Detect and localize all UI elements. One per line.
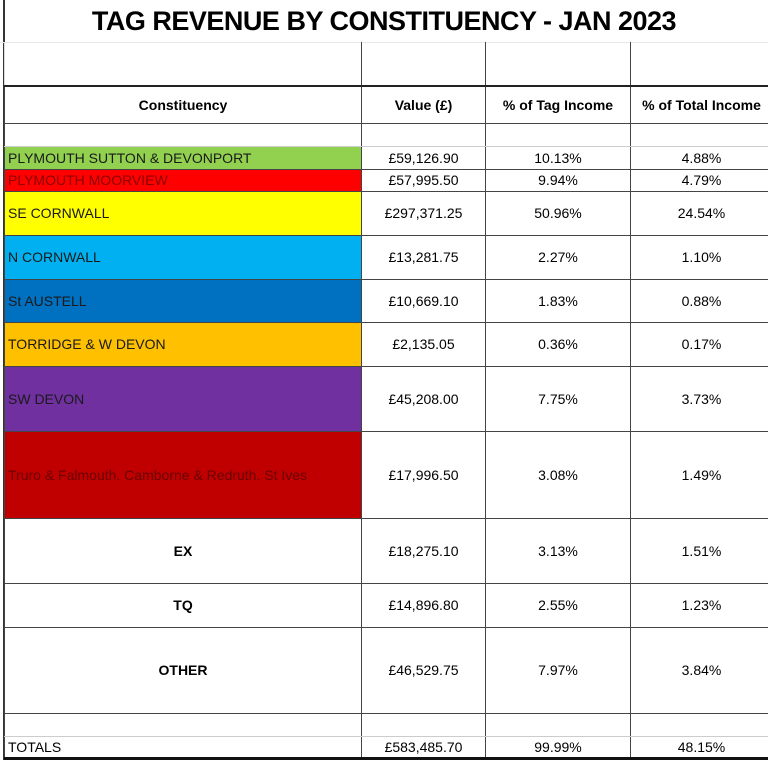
value-cell: £57,995.50 (361, 168, 486, 192)
page-title: TAG REVENUE BY CONSTITUENCY - JAN 2023 (0, 0, 768, 43)
constituency-cell: SW DEVON (4, 365, 362, 432)
table-row: N CORNWALL £13,281.75 2.27% 1.10% (4, 234, 768, 280)
header-constituency: Constituency (4, 85, 362, 124)
constituency-cell: TORRIDGE & W DEVON (4, 321, 362, 367)
total-pct-cell: 3.73% (630, 365, 768, 432)
cell (630, 42, 768, 87)
tag-pct-cell: 10.13% (485, 145, 631, 170)
value-cell: £59,126.90 (361, 145, 486, 170)
tag-pct-cell: 2.27% (485, 234, 631, 280)
table-row: SE CORNWALL £297,371.25 50.96% 24.54% (4, 190, 768, 236)
cell (485, 122, 631, 147)
blank-row (4, 42, 768, 87)
header-tag-income: % of Tag Income (485, 85, 631, 124)
value-cell: £46,529.75 (361, 626, 486, 714)
tag-pct-cell: 9.94% (485, 168, 631, 192)
tag-pct-cell: 3.08% (485, 430, 631, 519)
total-pct-cell: 1.49% (630, 430, 768, 519)
table-row: EX £18,275.10 3.13% 1.51% (4, 517, 768, 584)
value-cell: £17,996.50 (361, 430, 486, 519)
total-pct-cell: 1.51% (630, 517, 768, 584)
header-row: Constituency Value (£) % of Tag Income %… (4, 85, 768, 124)
header-total-income: % of Total Income (630, 85, 768, 124)
tag-pct-cell: 1.83% (485, 278, 631, 323)
value-cell: £45,208.00 (361, 365, 486, 432)
constituency-cell: PLYMOUTH MOORVIEW (4, 168, 362, 192)
table-row: OTHER £46,529.75 7.97% 3.84% (4, 626, 768, 714)
total-pct-cell: 4.88% (630, 145, 768, 170)
value-cell: £14,896.80 (361, 582, 486, 628)
value-cell: £2,135.05 (361, 321, 486, 367)
tag-pct-cell: 50.96% (485, 190, 631, 236)
constituency-cell: PLYMOUTH SUTTON & DEVONPORT (4, 145, 362, 170)
table-row: Truro & Falmouth. Camborne & Redruth. St… (4, 430, 768, 519)
total-pct-cell: 1.23% (630, 582, 768, 628)
cell (361, 712, 486, 737)
cell (361, 122, 486, 147)
total-pct-cell: 4.79% (630, 168, 768, 192)
constituency-cell: N CORNWALL (4, 234, 362, 280)
blank-row (4, 712, 768, 737)
constituency-cell: EX (4, 517, 362, 584)
table-row: PLYMOUTH MOORVIEW £57,995.50 9.94% 4.79% (4, 168, 768, 192)
constituency-cell: SE CORNWALL (4, 190, 362, 236)
total-pct-cell: 0.17% (630, 321, 768, 367)
cell (4, 712, 362, 737)
cell (485, 712, 631, 737)
tag-pct-cell: 3.13% (485, 517, 631, 584)
value-cell: £297,371.25 (361, 190, 486, 236)
blank-row (4, 122, 768, 147)
totals-value: £583,485.70 (361, 735, 486, 760)
total-pct-cell: 0.88% (630, 278, 768, 323)
totals-total-pct: 48.15% (630, 735, 768, 760)
value-cell: £10,669.10 (361, 278, 486, 323)
cell (485, 42, 631, 87)
header-value: Value (£) (361, 85, 486, 124)
cell (630, 712, 768, 737)
table-row: St AUSTELL £10,669.10 1.83% 0.88% (4, 278, 768, 323)
total-pct-cell: 3.84% (630, 626, 768, 714)
total-pct-cell: 24.54% (630, 190, 768, 236)
table-row: PLYMOUTH SUTTON & DEVONPORT £59,126.90 1… (4, 145, 768, 170)
tag-pct-cell: 7.75% (485, 365, 631, 432)
table-row: TQ £14,896.80 2.55% 1.23% (4, 582, 768, 628)
total-pct-cell: 1.10% (630, 234, 768, 280)
cell (630, 122, 768, 147)
cell (361, 42, 486, 87)
constituency-cell: Truro & Falmouth. Camborne & Redruth. St… (4, 430, 362, 519)
tag-pct-cell: 2.55% (485, 582, 631, 628)
totals-label: TOTALS (4, 735, 362, 760)
constituency-cell: OTHER (4, 626, 362, 714)
table-row: TORRIDGE & W DEVON £2,135.05 0.36% 0.17% (4, 321, 768, 367)
revenue-table: Constituency Value (£) % of Tag Income %… (4, 42, 768, 760)
table-row: SW DEVON £45,208.00 7.75% 3.73% (4, 365, 768, 432)
totals-row: TOTALS £583,485.70 99.99% 48.15% (4, 735, 768, 760)
tag-pct-cell: 0.36% (485, 321, 631, 367)
cell (4, 42, 362, 87)
constituency-cell: TQ (4, 582, 362, 628)
constituency-cell: St AUSTELL (4, 278, 362, 323)
tag-pct-cell: 7.97% (485, 626, 631, 714)
value-cell: £18,275.10 (361, 517, 486, 584)
value-cell: £13,281.75 (361, 234, 486, 280)
cell (4, 122, 362, 147)
totals-tag-pct: 99.99% (485, 735, 631, 760)
